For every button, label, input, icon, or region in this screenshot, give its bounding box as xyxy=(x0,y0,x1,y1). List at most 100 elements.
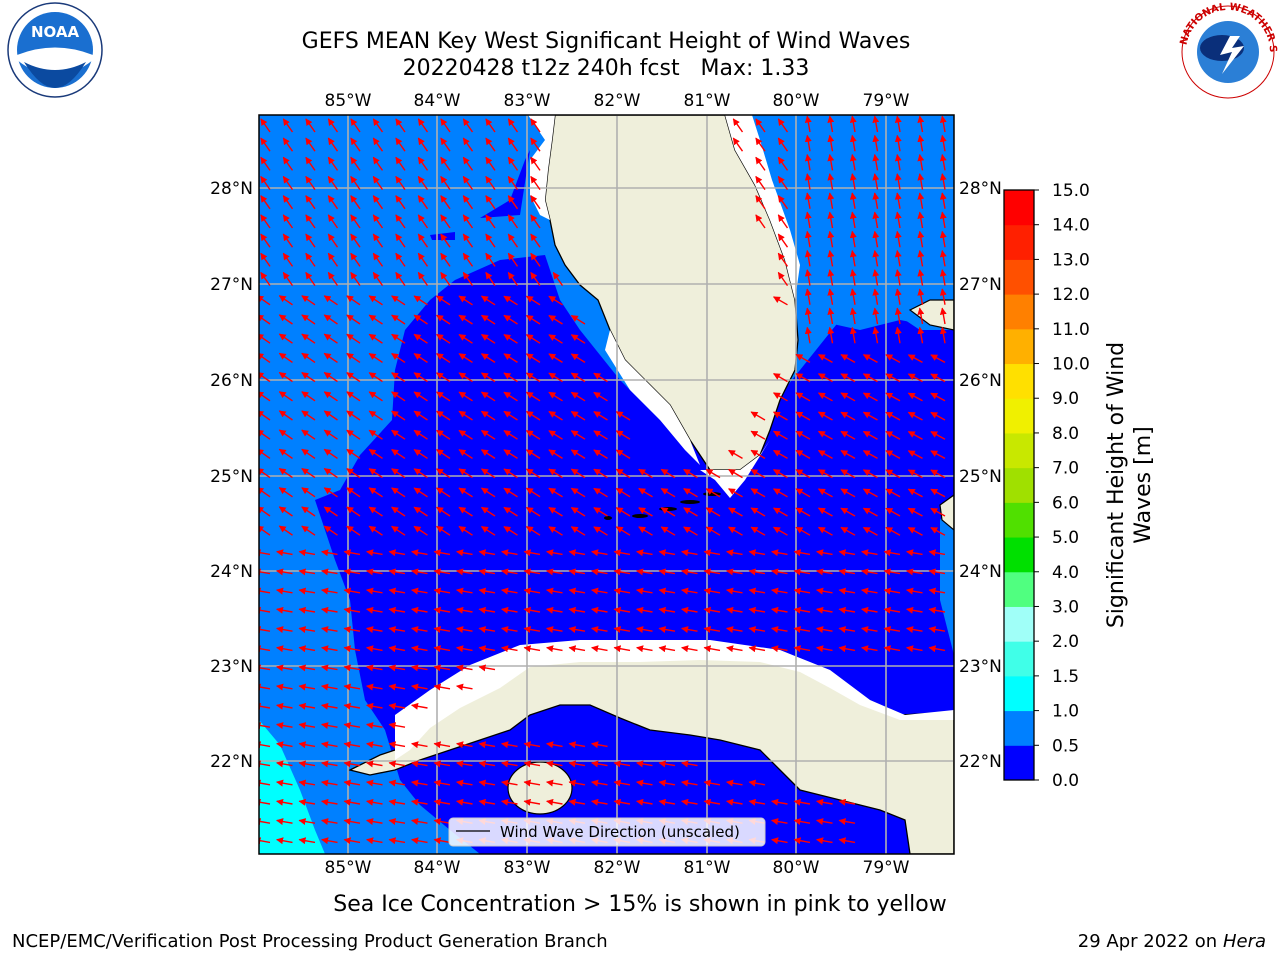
wind-arrow xyxy=(748,568,766,576)
wind-arrow xyxy=(593,526,608,536)
wind-arrow xyxy=(750,526,766,536)
wind-arrow xyxy=(276,722,293,729)
wind-arrow xyxy=(298,741,316,749)
wind-arrow xyxy=(591,549,608,557)
lat-tick-right: 25°N xyxy=(959,467,1002,487)
wind-arrow xyxy=(368,506,383,517)
wind-arrow xyxy=(501,549,518,557)
wind-arrow xyxy=(817,507,833,517)
wind-arrow xyxy=(478,606,496,614)
wind-arrow xyxy=(391,429,406,440)
wind-arrow xyxy=(411,818,428,825)
wind-arrow xyxy=(530,271,541,287)
wind-arrow xyxy=(503,430,518,440)
wind-arrow xyxy=(548,314,563,325)
wind-arrow xyxy=(366,568,383,576)
wind-arrow xyxy=(458,372,473,383)
wind-arrow xyxy=(298,606,316,614)
wind-arrow xyxy=(894,134,902,152)
wind-arrow xyxy=(862,450,878,460)
wind-arrow xyxy=(413,314,428,325)
wind-arrow xyxy=(259,798,271,806)
wind-arrow xyxy=(703,549,721,557)
wind-arrow xyxy=(804,153,812,171)
wind-arrow xyxy=(388,779,406,787)
wind-arrow xyxy=(321,626,338,633)
wind-arrow xyxy=(638,507,653,517)
wind-arrow xyxy=(485,118,496,133)
wind-arrow xyxy=(827,269,835,286)
wind-arrow xyxy=(301,314,316,325)
wind-arrow xyxy=(793,645,811,653)
wind-arrow xyxy=(703,587,721,595)
wind-arrow xyxy=(703,568,721,576)
wind-arrow xyxy=(366,760,383,768)
wind-arrow xyxy=(872,288,880,305)
wind-arrow xyxy=(885,526,901,536)
wind-arrow xyxy=(816,606,833,614)
wind-arrow xyxy=(939,134,947,152)
wind-arrow xyxy=(368,352,383,363)
wind-arrow xyxy=(570,334,586,344)
wind-arrow xyxy=(276,818,293,825)
wind-arrow xyxy=(388,606,406,614)
wind-arrow xyxy=(681,798,698,806)
wind-arrow xyxy=(276,568,293,576)
wind-arrow xyxy=(395,137,406,152)
wind-arrow xyxy=(939,288,947,305)
wind-arrow xyxy=(278,487,293,498)
wind-arrow xyxy=(793,568,811,576)
wind-arrow xyxy=(388,760,406,768)
wind-arrow xyxy=(570,372,586,383)
wind-legend-label: Wind Wave Direction (unscaled) xyxy=(500,823,740,841)
wind-arrow xyxy=(298,568,316,576)
wind-arrow xyxy=(817,392,833,402)
wind-arrow xyxy=(366,722,383,729)
wind-arrow xyxy=(907,488,923,498)
wind-arrow xyxy=(436,295,451,306)
wind-arrow xyxy=(917,173,925,190)
lat-tick-right: 23°N xyxy=(959,657,1002,677)
wind-arrow xyxy=(748,645,766,653)
wind-arrow xyxy=(885,354,901,364)
wind-arrow xyxy=(755,137,766,152)
wind-arrow xyxy=(323,391,338,402)
wind-arrow xyxy=(411,702,428,710)
wind-arrow xyxy=(568,741,586,749)
chart-title-line2: 20220428 t12z 240h fcst Max: 1.33 xyxy=(403,56,810,81)
wind-arrow xyxy=(343,549,361,557)
wind-arrow xyxy=(503,334,518,344)
wind-arrow xyxy=(368,372,383,383)
lat-ticks-right: 28°N 27°N 26°N 25°N 24°N 23°N 22°N xyxy=(959,179,1002,772)
wind-arrow xyxy=(298,664,316,672)
wind-arrow xyxy=(433,626,451,633)
wind-arrow xyxy=(771,626,788,633)
wind-arrow xyxy=(930,373,946,383)
wind-direction-legend: Wind Wave Direction (unscaled) xyxy=(448,817,766,847)
wind-arrow xyxy=(395,175,406,191)
wind-arrow xyxy=(413,468,428,479)
wind-arrow xyxy=(728,488,743,498)
wind-arrow xyxy=(433,606,451,614)
wind-arrow xyxy=(777,118,789,133)
wind-arrow xyxy=(750,507,766,517)
wind-arrow xyxy=(501,626,518,633)
wind-arrow xyxy=(681,549,698,557)
lat-tick-right: 22°N xyxy=(959,752,1002,772)
wind-arrow xyxy=(681,645,698,653)
wind-arrow xyxy=(894,173,902,190)
wind-arrow xyxy=(593,391,608,402)
wind-arrow xyxy=(278,371,293,383)
wind-arrow xyxy=(872,115,880,133)
wind-arrow xyxy=(301,525,316,536)
wind-arrow xyxy=(388,741,406,749)
wind-arrow xyxy=(773,526,788,536)
colorbar-swatch xyxy=(1004,675,1034,712)
wind-arrow xyxy=(804,269,812,286)
wind-arrow xyxy=(458,410,473,421)
wind-arrow xyxy=(827,230,835,248)
wind-arrow xyxy=(458,295,473,306)
wind-arrow xyxy=(458,487,473,498)
wind-arrow xyxy=(391,410,406,421)
wind-arrow xyxy=(804,134,812,152)
